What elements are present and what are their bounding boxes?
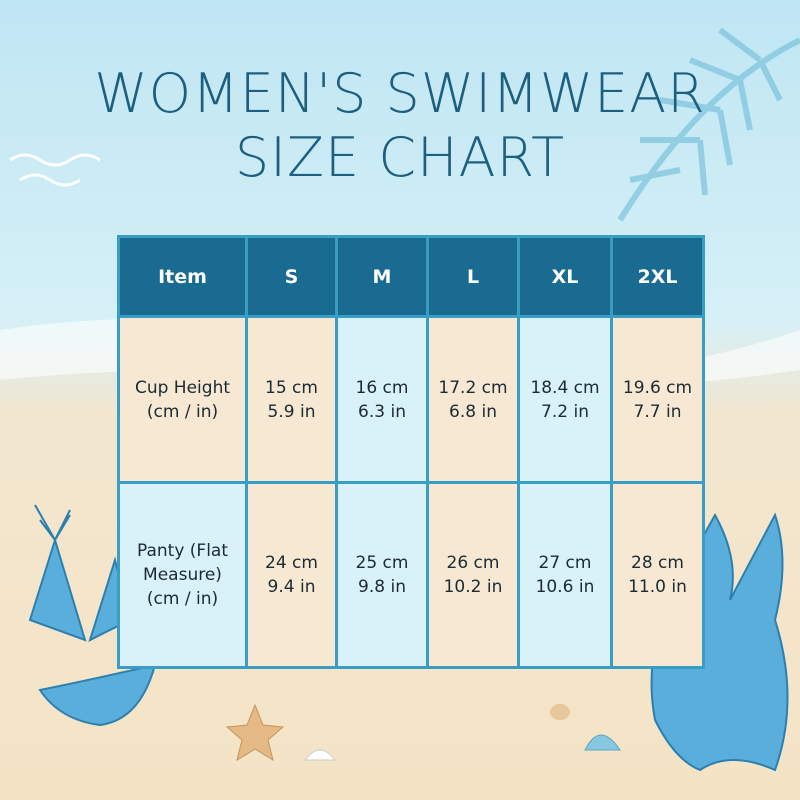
header-cell: L xyxy=(426,235,520,318)
measurement: 7.2 in xyxy=(541,401,589,422)
header-cell: S xyxy=(245,235,338,318)
measurement: 16 cm xyxy=(355,377,409,398)
size-cell: 17.2 cm 6.8 in xyxy=(426,315,520,484)
title-line: WOMEN'S SWIMWEAR xyxy=(94,62,706,125)
measurement: 27 cm xyxy=(538,553,592,573)
measurement: 18.4 cm xyxy=(530,377,600,398)
measurement: 5.9 in xyxy=(267,401,316,422)
measurement: 26 cm xyxy=(446,553,500,573)
header-cell: XL xyxy=(517,235,613,318)
measurement: 28 cm xyxy=(631,553,684,573)
size-table: Item S M L XL 2XL Cup Height (cm / in) 15 cm 5.9… xyxy=(117,235,705,669)
header-cell: M xyxy=(335,235,429,318)
header-row: Item S M L XL 2XL xyxy=(117,235,705,318)
size-cell: 28 cm 11.0 in xyxy=(610,481,705,669)
row-label-text: Cup Height (cm / in) xyxy=(134,377,231,422)
size-cell: 18.4 cm 7.2 in xyxy=(517,315,613,484)
measurement: 7.7 in xyxy=(633,401,682,422)
measurement: 9.8 in xyxy=(358,577,406,597)
size-cell: 24 cm 9.4 in xyxy=(245,481,338,669)
measurement: 11.0 in xyxy=(628,577,687,597)
title-line: SIZE CHART xyxy=(234,126,566,189)
table-row: Panty (Flat Measure) (cm / in) 24 cm 9.4 i… xyxy=(117,481,705,669)
size-cell: 19.6 cm 7.7 in xyxy=(610,315,705,484)
measurement: 10.6 in xyxy=(535,577,595,597)
measurement: 19.6 cm xyxy=(622,377,693,398)
measurement: 6.8 in xyxy=(449,401,497,422)
row-label-text: Panty (Flat Measure) (cm / in) xyxy=(136,541,229,609)
size-cell: 16 cm 6.3 in xyxy=(335,315,429,484)
size-cell: 27 cm 10.6 in xyxy=(517,481,613,669)
measurement: 10.2 in xyxy=(443,577,503,597)
size-cell: 25 cm 9.8 in xyxy=(335,481,429,669)
measurement: 25 cm xyxy=(355,553,409,573)
measurement: 6.3 in xyxy=(358,401,406,422)
size-cell: 15 cm 5.9 in xyxy=(245,315,338,484)
measurement: 9.4 in xyxy=(267,577,316,597)
measurement: 17.2 cm xyxy=(438,377,508,398)
header-cell: 2XL xyxy=(610,235,705,318)
header-cell: Item xyxy=(117,235,248,318)
row-label: Cup Height (cm / in) xyxy=(117,315,248,484)
measurement: 24 cm xyxy=(265,553,318,573)
row-label: Panty (Flat Measure) (cm / in) xyxy=(117,481,248,669)
table-row: Cup Height (cm / in) 15 cm 5.9 in 16 cm 6.3 … xyxy=(117,315,705,484)
size-cell: 26 cm 10.2 in xyxy=(426,481,520,669)
measurement: 15 cm xyxy=(265,377,318,398)
